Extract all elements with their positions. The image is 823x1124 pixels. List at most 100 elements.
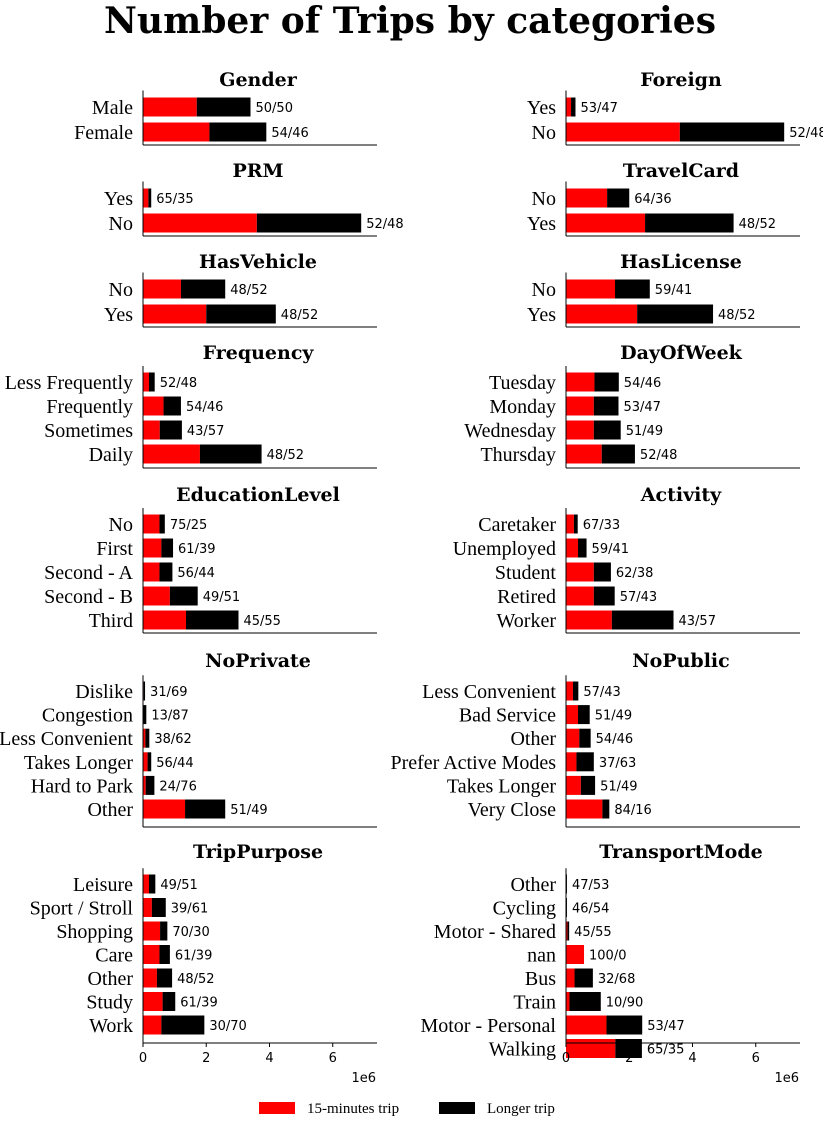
bar-long [569,992,601,1011]
category-label: Bad Service [459,705,556,727]
bar-long [607,188,630,208]
bar-long [601,444,635,464]
bar-short [143,728,146,748]
bar-long [594,372,619,392]
bar-short [143,396,164,416]
category-label: Work [89,1015,133,1037]
bar-long [149,874,156,894]
bar-short [143,538,162,558]
data-label: 61/39 [178,542,215,557]
data-label: 10/90 [606,996,643,1011]
bar-short [143,945,160,964]
bar-short [566,921,568,941]
data-label: 51/49 [600,779,637,794]
category-label: No [109,514,133,536]
bar-long [572,681,579,701]
legend-swatch-short [259,1102,295,1114]
category-label: nan [527,945,556,967]
bar-short [566,992,570,1011]
bar-long [159,945,170,964]
legend: 15-minutes trip Longer trip [259,1101,555,1117]
category-label: Shopping [56,921,133,943]
bar-short [566,514,574,534]
panel-frequency: Frequency Less Frequently 52/48 Frequently 5… [5,342,377,469]
bar-long [143,681,146,701]
panel-title: TravelCard [623,160,739,182]
data-label: 43/57 [679,614,716,629]
category-label: First [96,538,133,560]
category-label: Wednesday [464,420,556,442]
data-label: 54/46 [271,126,308,141]
category-label: Third [89,610,133,632]
bar-short [143,514,160,534]
bar-short [143,775,146,795]
data-label: 52/48 [789,126,823,141]
data-label: 38/62 [154,732,191,747]
bar-long [159,514,165,534]
bar-short [566,705,579,725]
category-label: Study [86,992,133,1014]
panel-title: PRM [232,160,283,182]
x-tick-label: 0 [139,1051,147,1066]
category-label: Yes [104,188,133,210]
bar-long [145,728,150,748]
x-axis-multiplier: 1e6 [351,1071,376,1086]
panel-hasvehicle: HasVehicle No 48/52 Yes 48/52 [104,251,377,328]
category-label: Congestion [42,705,133,727]
category-label: Very Close [468,799,556,821]
category-label: Hard to Park [31,775,133,797]
bar-long [145,775,155,795]
legend-swatch-long [439,1102,475,1114]
data-label: 50/50 [256,101,293,116]
panel-travelcard: TravelCard No 64/36 Yes 48/52 [527,160,800,237]
bar-long [161,538,174,558]
bar-short [566,752,577,772]
category-label: Dislike [75,681,133,703]
bar-short [143,279,181,299]
bar-short [143,304,207,324]
x-tick-label: 4 [688,1051,696,1066]
category-label: Motor - Shared [434,921,556,943]
panel-noprivate: NoPrivate Dislike 31/69 Congestion 13/87 Less… [0,650,377,828]
category-label: No [109,279,133,301]
chart-title: Number of Trips by categories [104,0,716,42]
bar-long [156,968,173,988]
bar-long [606,1015,643,1035]
panel-activity: Activity Caretaker 67/33 Unemployed 59/41 Stu… [453,484,800,634]
bar-long [566,898,567,917]
panel-dayofweek: DayOfWeek Tuesday 54/46 Monday 53/47 Wednesda… [464,342,800,469]
panel-title: Foreign [640,69,722,91]
bar-short [143,562,160,582]
data-label: 65/35 [156,192,193,207]
category-label: Takes Longer [24,752,133,774]
data-label: 39/61 [171,902,208,917]
category-label: No [109,213,133,235]
bar-short [143,188,149,208]
category-label: Sometimes [44,420,133,442]
bar-long [615,1039,642,1058]
data-label: 47/53 [572,878,609,893]
bar-short [143,420,160,440]
panel-nopublic: NoPublic Less Convenient 57/43 Bad Service 5… [390,650,800,828]
category-label: Takes Longer [447,775,556,797]
bar-long [593,396,619,416]
data-label: 32/68 [598,972,635,987]
category-label: Less Frequently [5,372,133,394]
data-label: 48/52 [718,308,755,323]
bar-long [209,122,267,142]
category-label: Yes [527,213,556,235]
bar-short [566,945,585,964]
data-label: 48/52 [230,283,267,298]
bar-long [571,97,576,117]
bar-short [143,610,187,630]
data-label: 84/16 [614,803,651,818]
bar-short [143,444,200,464]
bar-long [566,874,567,894]
bar-short [143,968,157,988]
bar-short [566,728,580,748]
data-label: 61/39 [175,949,212,964]
bar-long [159,562,173,582]
bar-long [149,372,155,392]
category-label: No [532,122,556,144]
category-label: Yes [527,304,556,326]
